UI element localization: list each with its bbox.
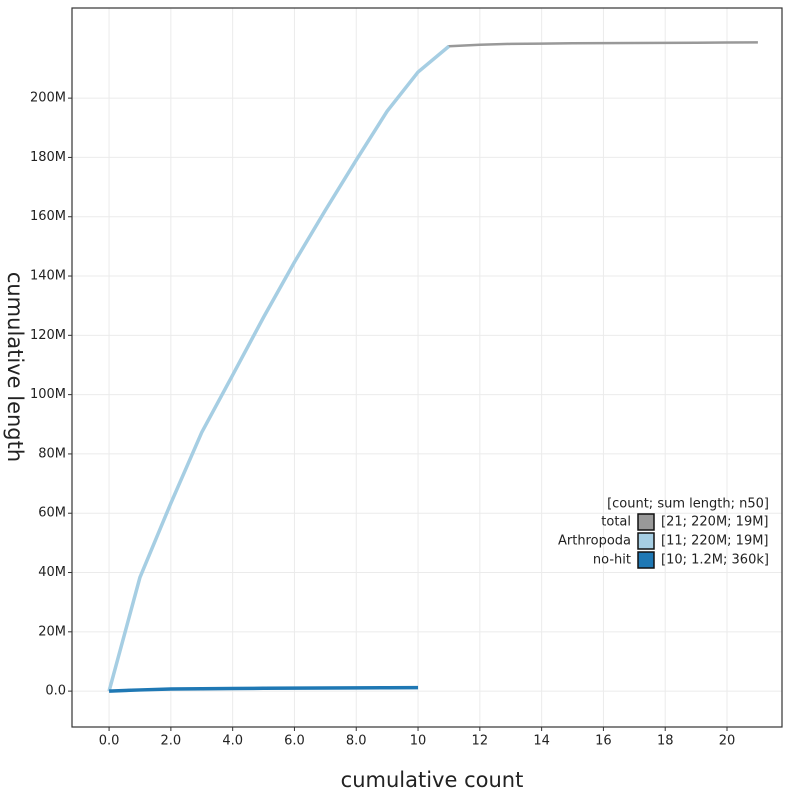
legend-label: no-hit xyxy=(593,553,631,568)
x-axis-title: cumulative count xyxy=(341,768,524,792)
series-line xyxy=(107,41,758,692)
y-tick-label: 0.0 xyxy=(45,684,66,699)
legend-title: [count; sum length; n50] xyxy=(607,497,769,512)
y-tick-label: 200M xyxy=(30,91,66,106)
x-tick-label: 20 xyxy=(719,734,736,749)
x-tick-label: 10 xyxy=(410,734,427,749)
legend-note: [21; 220M; 19M] xyxy=(661,515,769,530)
y-tick-label: 180M xyxy=(30,150,66,165)
x-tick-label: 14 xyxy=(533,734,550,749)
legend-label: total xyxy=(601,515,631,530)
x-tick-label: 2.0 xyxy=(161,734,182,749)
series-line xyxy=(109,685,419,693)
y-tick-label: 120M xyxy=(30,328,66,343)
x-tick-label: 12 xyxy=(472,734,489,749)
y-axis-title: cumulative length xyxy=(3,272,27,462)
y-tick-label: 140M xyxy=(30,269,66,284)
x-tick-label: 18 xyxy=(657,734,674,749)
legend-note: [10; 1.2M; 360k] xyxy=(661,553,769,568)
legend-label: Arthropoda xyxy=(558,534,631,549)
x-tick-label: 16 xyxy=(595,734,612,749)
plot-frame xyxy=(71,7,783,728)
series-line xyxy=(107,44,451,692)
legend-swatch xyxy=(637,551,655,569)
x-tick-label: 6.0 xyxy=(284,734,305,749)
y-tick-label: 100M xyxy=(30,387,66,402)
x-tick-label: 8.0 xyxy=(346,734,367,749)
legend-swatch xyxy=(637,513,655,531)
legend-swatch xyxy=(637,532,655,550)
y-tick-label: 160M xyxy=(30,209,66,224)
y-tick-label: 40M xyxy=(38,565,66,580)
y-tick-label: 60M xyxy=(38,506,66,521)
y-tick-label: 80M xyxy=(38,446,66,461)
y-tick-label: 20M xyxy=(38,624,66,639)
x-tick-label: 0.0 xyxy=(99,734,120,749)
x-tick-label: 4.0 xyxy=(222,734,243,749)
legend-note: [11; 220M; 19M] xyxy=(661,534,769,549)
